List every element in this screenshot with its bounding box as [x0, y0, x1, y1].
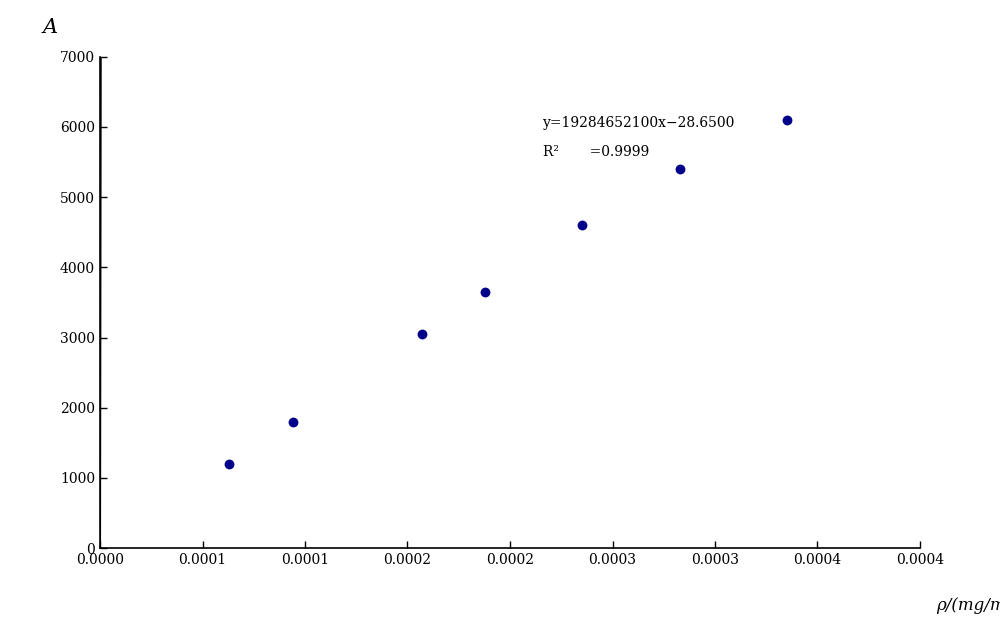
Point	[477, 287, 493, 297]
Point	[779, 115, 795, 125]
Point	[414, 329, 430, 339]
Point	[672, 164, 688, 174]
Point	[285, 416, 301, 427]
Text: R²       =0.9999: R² =0.9999	[543, 145, 649, 159]
Point	[221, 459, 237, 469]
Point	[574, 220, 590, 230]
Text: A: A	[43, 18, 58, 37]
Text: y=19284652100x−28.6500: y=19284652100x−28.6500	[543, 116, 735, 130]
Text: ρ/(mg/mL): ρ/(mg/mL)	[936, 597, 1000, 614]
